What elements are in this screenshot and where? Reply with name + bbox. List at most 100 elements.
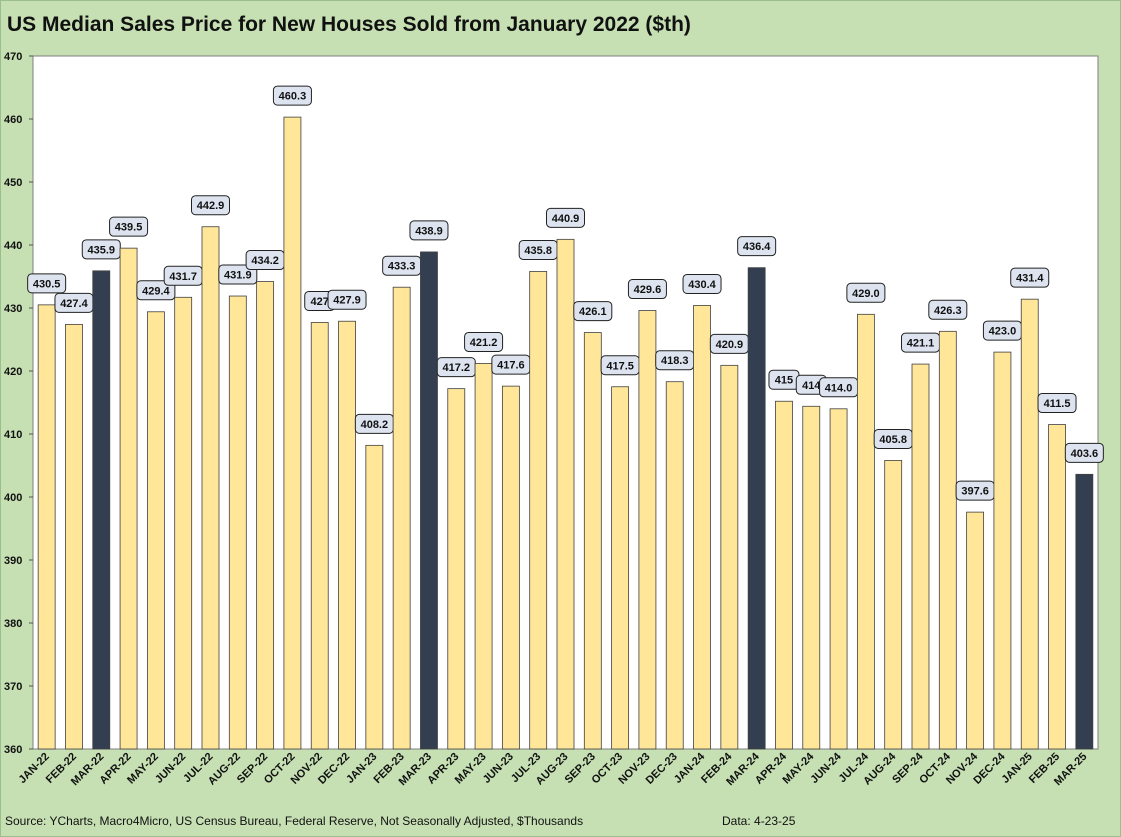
data-label-box: [327, 289, 367, 310]
bar-jan-22: [37, 304, 56, 750]
data-label-box: [464, 331, 504, 352]
data-label: 440.9: [546, 207, 585, 228]
bar-jun-22: [174, 296, 193, 750]
data-label-text: 414.0: [825, 382, 853, 394]
data-label-text: 421.1: [907, 338, 935, 350]
bar-sep-24: [911, 363, 930, 750]
bar-oct-22: [283, 116, 302, 750]
data-label-text: 427.4: [60, 298, 88, 310]
data-label: 420.9: [709, 333, 749, 354]
bar-may-24: [802, 405, 821, 750]
data-label-box: [1010, 267, 1050, 288]
bar-jul-23: [529, 271, 548, 750]
bar-feb-23: [392, 286, 411, 750]
data-label-text: 423.0: [989, 326, 1017, 338]
data-label-box: [191, 195, 230, 216]
data-date-note: Data: 4-23-25: [722, 814, 796, 828]
data-label: 417.5: [600, 355, 640, 376]
data-label: 429.0: [846, 282, 886, 303]
bar-dec-24: [993, 351, 1012, 750]
data-label: 433.3: [382, 255, 422, 276]
y-tick-label: 370: [4, 681, 22, 693]
y-tick-label: 390: [4, 555, 22, 567]
bar-nov-23: [638, 310, 657, 750]
data-label-box: [272, 85, 312, 106]
bar-jan-23: [365, 444, 384, 750]
bar-feb-22: [65, 323, 83, 750]
y-tick-label: 420: [4, 366, 22, 378]
bar-jul-22: [201, 226, 220, 750]
data-label: 421.1: [901, 332, 940, 353]
data-label: 405.8: [873, 428, 913, 449]
data-label-box: [546, 207, 585, 228]
data-label-box: [1064, 442, 1104, 463]
data-label-text: 438.9: [415, 225, 443, 237]
data-label: 429.4: [136, 280, 176, 301]
data-label: 430.4: [682, 273, 722, 294]
data-label-text: 430.5: [33, 278, 61, 290]
data-label-text: 431.9: [224, 270, 252, 282]
data-label-text: 426.1: [579, 306, 607, 318]
data-label: 427.4: [54, 292, 94, 313]
data-label: 427.9: [327, 289, 367, 310]
data-label-text: 420.9: [716, 339, 744, 351]
y-tick-label: 450: [4, 177, 22, 189]
data-label-text: 436.4: [743, 241, 771, 253]
data-label: 414: [795, 374, 827, 395]
data-label: 414.0: [819, 377, 859, 398]
bar-apr-22: [119, 247, 138, 750]
bar-feb-24: [720, 364, 739, 750]
data-label: 427: [304, 290, 336, 311]
data-label-text: 397.6: [961, 486, 989, 498]
data-label-text: 403.6: [1071, 448, 1099, 460]
bar-jun-24: [829, 408, 848, 750]
data-label: 415: [768, 369, 800, 390]
y-tick-label: 460: [4, 114, 22, 126]
bar-apr-24: [775, 400, 793, 750]
data-label-text: 429.0: [852, 288, 880, 300]
bar-apr-23: [447, 388, 466, 750]
data-label: 426.1: [573, 301, 613, 322]
bar-aug-24: [884, 460, 903, 750]
data-label-box: [409, 220, 449, 241]
data-label: 434.2: [245, 250, 285, 271]
data-label-text: 427.9: [333, 295, 361, 307]
data-label-box: [573, 301, 613, 322]
data-label: 439.5: [109, 216, 149, 237]
data-label-text: 433.3: [388, 261, 416, 273]
bar-nov-24: [966, 511, 985, 750]
data-label-text: 429.6: [634, 284, 662, 296]
y-tick-label: 410: [4, 429, 22, 441]
data-label-text: 417.2: [443, 362, 471, 374]
y-tick-label: 470: [4, 51, 22, 63]
bar-dec-22: [338, 320, 356, 750]
data-label-text: 439.5: [115, 222, 143, 234]
data-label-text: 426.3: [934, 305, 962, 317]
data-label: 436.4: [737, 236, 777, 257]
data-label: 421.2: [464, 331, 504, 352]
bar-nov-22: [310, 322, 329, 750]
bar-jul-24: [856, 313, 875, 750]
y-tick-label: 380: [4, 618, 22, 630]
data-label: 435.8: [518, 239, 558, 260]
x-tick-label: JUN-22: [153, 751, 188, 786]
data-label-box: [1037, 393, 1077, 414]
bar-jan-25: [1020, 298, 1039, 750]
bar-feb-25: [1048, 424, 1066, 750]
source-note: Source: YCharts, Macro4Micro, US Census …: [5, 814, 584, 828]
y-tick-label: 430: [4, 303, 22, 315]
data-label-text: 418.3: [661, 355, 689, 367]
x-tick-label: JUN-23: [481, 751, 516, 786]
bar-aug-23: [556, 238, 575, 750]
data-label: 429.6: [627, 279, 667, 300]
data-label-text: 431.4: [1016, 273, 1044, 285]
data-label: 426.3: [928, 299, 968, 320]
bar-aug-22: [228, 295, 247, 750]
data-label: 438.9: [409, 220, 449, 241]
y-tick-label: 400: [4, 492, 22, 504]
data-label: 435.9: [81, 239, 121, 260]
bar-may-23: [474, 363, 493, 750]
data-label: 442.9: [191, 195, 230, 216]
data-label-text: 427: [311, 296, 329, 308]
